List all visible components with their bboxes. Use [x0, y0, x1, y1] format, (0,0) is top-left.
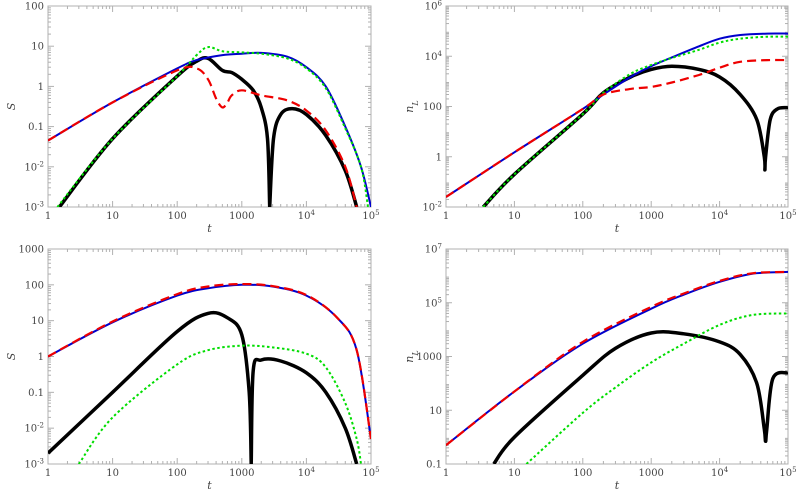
series-line-black: [58, 55, 359, 207]
x-axis-label: t: [615, 479, 620, 492]
series-line-black: [492, 330, 788, 464]
y-tick-label: 107: [425, 243, 442, 256]
series-group: [48, 46, 371, 207]
chart-panel-3: 1 10 100 1000 104 105 10-3 10-2 0.1 1 10 100 1000 t S: [5, 245, 380, 493]
chart-panel-1: 1 10 100 1000 104 105 10-3 10-2 0.1 1 10 100 t S: [5, 2, 380, 236]
series-line-blue: [446, 270, 788, 446]
chart-panel-4: 1 10 100 1000 104 105 0.1 10 1000 105 107 t nL: [403, 243, 797, 493]
y-tick-label: 1: [436, 152, 442, 163]
y-tick-label: 0.1: [28, 122, 44, 133]
plot-frame: [47, 5, 372, 208]
y-tick-label: 10-2: [24, 160, 44, 173]
x-tick-label: 1: [443, 211, 449, 222]
series-line-blue: [446, 32, 788, 198]
x-axis-label: t: [207, 479, 212, 492]
series-line-blue: [48, 283, 371, 440]
x-tick-label: 104: [711, 466, 729, 479]
y-tick-label: 100: [423, 102, 442, 113]
x-tick-label: 10: [106, 468, 119, 479]
x-tick-label: 105: [362, 466, 379, 479]
x-tick-label: 104: [298, 466, 316, 479]
series-line-red-dashed: [446, 58, 788, 198]
x-tick-label: 100: [573, 211, 592, 222]
y-tick-label: 10: [429, 406, 442, 417]
series-line-red-dashed: [446, 270, 788, 447]
y-tick-label: 1: [38, 82, 44, 93]
y-tick-label: 100: [25, 2, 44, 13]
series-line-green-dotted: [77, 344, 362, 464]
y-tick-label: 1000: [19, 245, 44, 256]
x-tick-label: 100: [573, 468, 592, 479]
x-tick-label: 105: [362, 209, 379, 222]
x-axis-label: t: [207, 222, 212, 235]
x-tick-label: 10: [106, 211, 119, 222]
y-axis-label: nL: [403, 100, 420, 112]
y-tick-label: 0.1: [28, 388, 44, 399]
y-tick-label: 10: [31, 316, 44, 327]
series-line-red-dashed: [48, 65, 358, 207]
series-line-red-dashed: [48, 282, 371, 440]
series-line-black: [481, 64, 788, 207]
y-tick-label: 0.1: [426, 460, 442, 471]
x-tick-label: 1000: [229, 211, 254, 222]
series-group: [446, 32, 788, 207]
plot-frame: [445, 248, 789, 465]
series-line-blue: [48, 51, 371, 207]
y-tick-label: 10: [31, 42, 44, 53]
y-tick-label: 10-2: [422, 201, 442, 214]
series-line-black: [48, 310, 359, 464]
x-tick-label: 1: [45, 468, 51, 479]
x-tick-label: 105: [779, 209, 796, 222]
x-axis-label: t: [615, 222, 620, 235]
x-tick-label: 1000: [638, 468, 663, 479]
y-tick-label: 106: [425, 0, 443, 13]
y-tick-label: 105: [425, 296, 442, 309]
x-tick-label: 105: [779, 466, 796, 479]
y-tick-label: 100: [25, 280, 44, 291]
x-tick-label: 104: [711, 209, 729, 222]
series-line-green-dotted: [482, 35, 788, 207]
x-tick-label: 10: [508, 211, 521, 222]
x-tick-label: 1000: [229, 468, 254, 479]
y-axis-label: S: [5, 102, 18, 110]
x-tick-label: 100: [168, 468, 187, 479]
x-tick-label: 1000: [638, 211, 663, 222]
x-tick-label: 1: [443, 468, 449, 479]
y-tick-label: 10-3: [24, 458, 44, 471]
series-line-green-dotted: [525, 312, 788, 464]
y-tick-label: 1000: [417, 352, 442, 363]
series-group: [446, 270, 788, 464]
y-axis-label: S: [5, 352, 18, 360]
y-tick-label: 1: [38, 352, 44, 363]
x-tick-label: 10: [508, 468, 521, 479]
y-tick-label: 10-2: [24, 422, 44, 435]
y-axis-label: nL: [403, 350, 420, 362]
x-tick-label: 1: [45, 211, 51, 222]
x-tick-label: 104: [298, 209, 316, 222]
series-group: [48, 282, 371, 464]
y-tick-label: 104: [425, 50, 443, 63]
x-tick-label: 100: [168, 211, 187, 222]
y-tick-label: 10-3: [24, 201, 44, 214]
plot-frame: [47, 248, 372, 465]
